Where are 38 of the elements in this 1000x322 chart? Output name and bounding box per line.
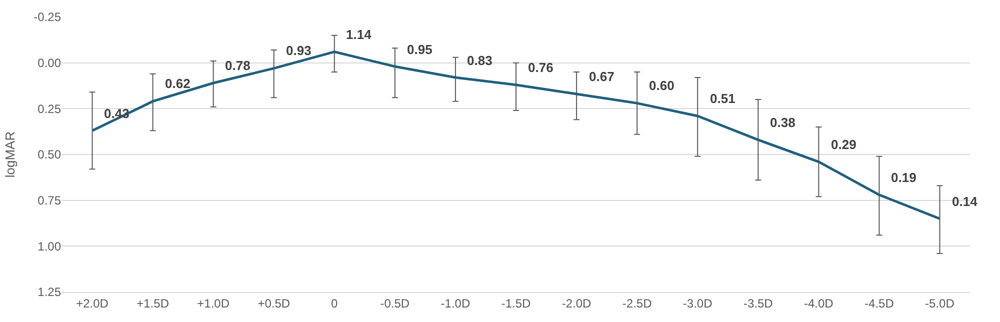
- annotation: 0.43: [104, 106, 130, 121]
- y-tick-label: -0.25: [34, 10, 62, 24]
- annotation: 0.93: [286, 43, 312, 58]
- x-tick-label: -5.0D: [925, 296, 955, 310]
- x-tick-label: +0.5D: [258, 296, 290, 310]
- x-tick-label: -3.5D: [743, 296, 774, 310]
- annotation: 0.62: [165, 76, 190, 91]
- x-tick-label: -4.0D: [804, 296, 834, 310]
- y-tick-label: 1.00: [38, 239, 62, 254]
- y-axis-title: logMAR: [2, 131, 18, 178]
- x-tick-label: -3.0D: [682, 296, 713, 310]
- annotation: 0.67: [589, 69, 614, 84]
- annotation: 0.76: [528, 60, 554, 75]
- x-tick-label: -1.5D: [501, 296, 532, 310]
- annotation: 0.95: [407, 42, 432, 57]
- y-tick-label: 0.00: [38, 56, 62, 70]
- x-tick-label: 0: [331, 296, 338, 310]
- annotation: 0.29: [831, 137, 856, 152]
- x-tick-label: -2.0D: [562, 296, 592, 310]
- y-tick-label: 0.75: [38, 194, 62, 208]
- annotation: 0.51: [710, 91, 736, 106]
- x-tick-label: -2.5D: [622, 296, 652, 310]
- annotation: 0.78: [225, 58, 250, 73]
- annotation: 0.14: [952, 194, 978, 209]
- x-tick-label: +1.0D: [197, 296, 230, 310]
- annotation: 0.38: [770, 115, 796, 130]
- x-tick-label: -0.5D: [380, 296, 410, 310]
- x-tick-label: +2.0D: [76, 296, 109, 310]
- annotation: 0.60: [649, 78, 674, 93]
- x-tick-label: -1.0D: [440, 296, 470, 310]
- y-tick-label: 0.50: [38, 148, 62, 162]
- annotation: 0.83: [467, 53, 492, 68]
- annotation: 0.19: [891, 170, 916, 185]
- x-tick-label: -4.5D: [864, 296, 894, 310]
- annotation: 1.14: [346, 27, 372, 42]
- y-tick-label: 0.25: [38, 102, 62, 116]
- x-tick-label: +1.5D: [136, 296, 170, 310]
- y-tick-label: 1.25: [38, 285, 62, 300]
